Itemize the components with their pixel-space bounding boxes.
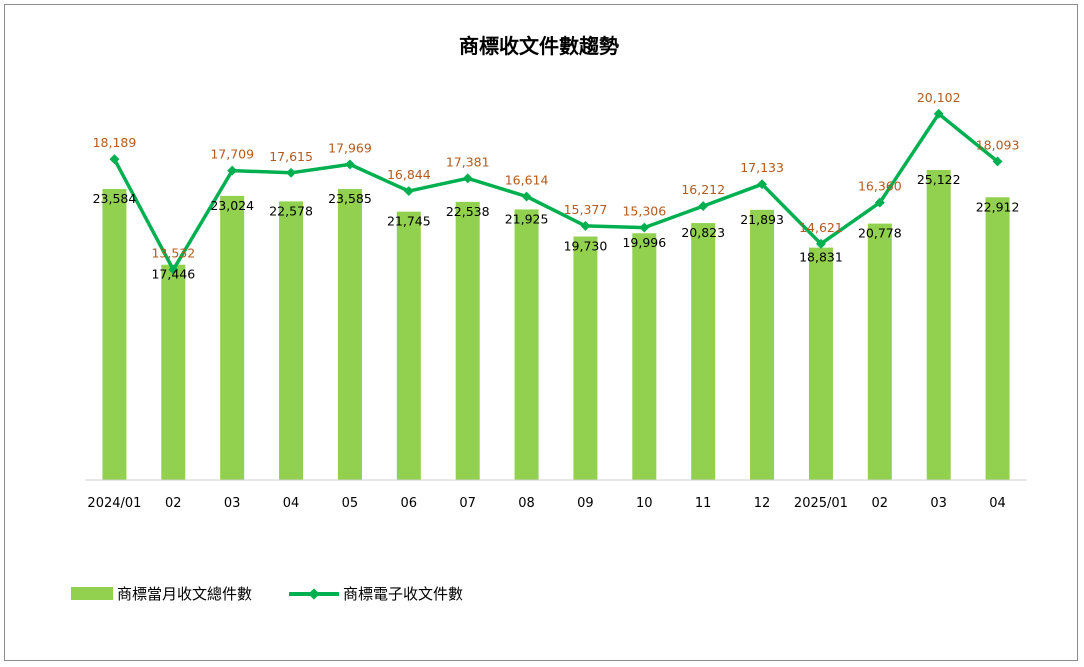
bar-label-7: 21,925 (505, 211, 549, 226)
bar-2 (220, 196, 244, 480)
bar-15 (986, 197, 1010, 480)
bar-label-1: 17,446 (151, 267, 195, 282)
line-label-13: 16,360 (858, 179, 902, 194)
x-tick-2: 03 (224, 496, 241, 511)
x-tick-11: 12 (754, 496, 771, 511)
bar-11 (750, 210, 774, 480)
bar-label-13: 20,778 (858, 226, 902, 241)
line-point-6 (463, 173, 473, 183)
line-label-6: 17,381 (446, 154, 490, 169)
x-tick-7: 08 (518, 496, 535, 511)
line-label-4: 17,969 (328, 140, 372, 155)
bar-label-9: 19,996 (622, 235, 666, 250)
bar-12 (809, 248, 833, 480)
line-label-7: 16,614 (505, 173, 549, 188)
line-label-9: 15,306 (622, 204, 666, 219)
legend-bar-label: 商標當月收文總件數 (117, 585, 252, 603)
line-label-5: 16,844 (387, 167, 431, 182)
chart-frame: 商標收文件數趨勢 23,584 17,446 23,024 22,578 23,585 2… (4, 4, 1078, 661)
bar-label-6: 22,538 (446, 204, 490, 219)
bar-label-12: 18,831 (799, 250, 843, 265)
line-label-12: 14,621 (799, 220, 843, 235)
bar-5 (397, 212, 421, 480)
x-tick-6: 07 (459, 496, 476, 511)
bar-13 (868, 224, 892, 480)
bar-14 (927, 170, 951, 480)
x-tick-15: 04 (989, 496, 1006, 511)
line-point-10 (698, 201, 708, 211)
x-tick-10: 11 (695, 496, 712, 511)
legend-line-marker (308, 588, 319, 599)
bar-label-2: 23,024 (210, 198, 254, 213)
line-label-1: 13,532 (151, 246, 195, 261)
bar-6 (456, 202, 480, 480)
bar-1 (161, 265, 185, 480)
x-tick-3: 04 (283, 496, 300, 511)
line-label-2: 17,709 (210, 147, 254, 162)
line-label-3: 17,615 (269, 149, 313, 164)
bar-3 (279, 201, 303, 480)
legend-line-label: 商標電子收文件數 (343, 585, 463, 603)
line-label-14: 20,102 (917, 90, 961, 105)
line-label-11: 17,133 (740, 160, 784, 175)
line-point-3 (286, 168, 296, 178)
bar-label-14: 25,122 (917, 172, 961, 187)
bar-label-3: 22,578 (269, 203, 313, 218)
bar-label-11: 21,893 (740, 212, 784, 227)
x-tick-labels: 2024/01 02 03 04 05 06 07 08 09 10 11 12 2025/01 02 03… (87, 496, 1005, 511)
x-tick-14: 03 (930, 496, 947, 511)
line-label-0: 18,189 (93, 135, 137, 150)
bar-label-15: 22,912 (976, 199, 1020, 214)
x-tick-12: 2025/01 (794, 496, 848, 511)
chart-svg: 商標收文件數趨勢 23,584 17,446 23,024 22,578 23,585 2… (5, 5, 1079, 662)
bar-9 (632, 233, 656, 480)
bar-label-8: 19,730 (564, 239, 608, 254)
line-label-15: 18,093 (976, 137, 1020, 152)
x-tick-13: 02 (872, 496, 889, 511)
x-tick-5: 06 (401, 496, 418, 511)
x-tick-4: 05 (342, 496, 359, 511)
bar-7 (515, 209, 539, 480)
bars-layer (102, 170, 1009, 480)
legend-bar-swatch (71, 587, 113, 600)
x-tick-0: 2024/01 (87, 496, 141, 511)
legend: 商標當月收文總件數 商標電子收文件數 (71, 585, 463, 603)
bar-label-4: 23,585 (328, 191, 372, 206)
bar-label-10: 20,823 (681, 225, 725, 240)
line-label-10: 16,212 (681, 182, 725, 197)
bar-4 (338, 189, 362, 480)
bar-label-5: 21,745 (387, 214, 431, 229)
x-tick-8: 09 (577, 496, 594, 511)
chart-title: 商標收文件數趨勢 (459, 34, 619, 58)
bar-8 (573, 237, 597, 480)
x-tick-1: 02 (165, 496, 182, 511)
bar-label-0: 23,584 (93, 191, 137, 206)
bar-0 (102, 189, 126, 480)
line-label-8: 15,377 (564, 202, 608, 217)
line-point-9 (639, 223, 649, 233)
x-tick-9: 10 (636, 496, 653, 511)
bar-10 (691, 223, 715, 480)
